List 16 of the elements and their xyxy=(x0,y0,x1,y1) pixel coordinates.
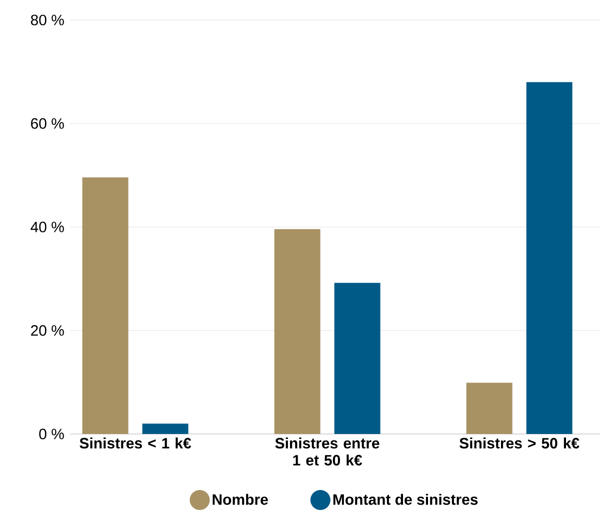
x-tick-label: Sinistres < 1 k€ xyxy=(80,438,192,449)
bar xyxy=(274,229,320,434)
y-tick-label: 60 % xyxy=(31,118,64,129)
bar xyxy=(466,382,512,434)
bar xyxy=(82,177,128,434)
x-tick-label: Sinistres > 50 k€ xyxy=(460,438,580,449)
legend-label: Nombre xyxy=(212,494,268,505)
y-tick-label: 0 % xyxy=(39,428,64,440)
y-tick-label: 20 % xyxy=(31,325,64,336)
x-tick-label: Sinistres entre 1 et 50 k€ xyxy=(275,438,380,466)
bar xyxy=(142,424,188,434)
bar xyxy=(526,82,572,434)
y-tick-label: 80 % xyxy=(30,14,64,26)
bar xyxy=(334,282,380,434)
y-tick-label: 40 % xyxy=(30,222,64,232)
legend-label: Montant de sinistres xyxy=(333,494,478,505)
